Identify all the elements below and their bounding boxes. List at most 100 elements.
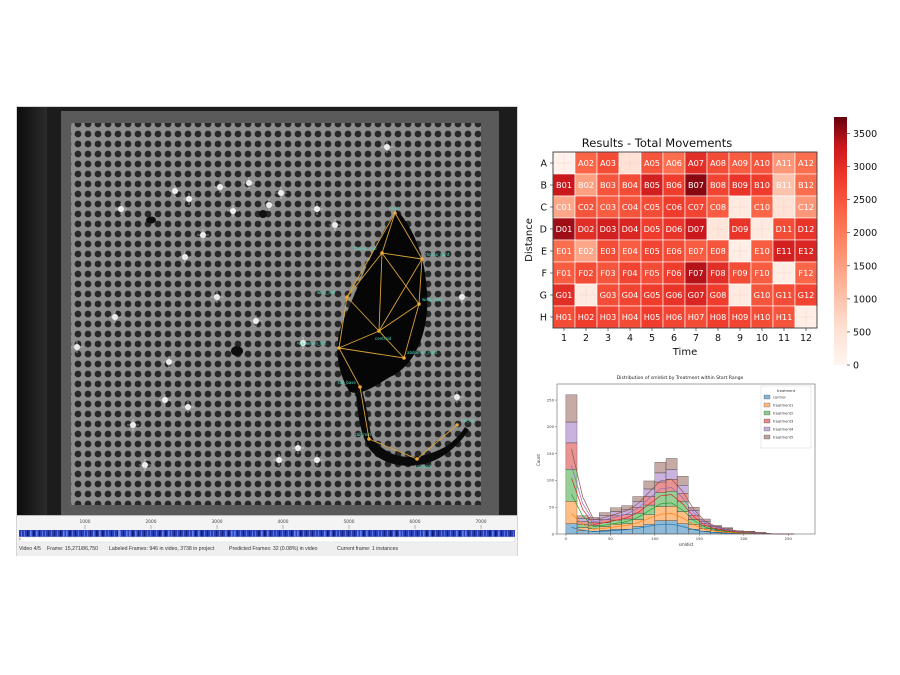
x-tick-label: 250 bbox=[785, 536, 793, 541]
skeleton-node[interactable] bbox=[358, 385, 362, 389]
legend-title: treatment bbox=[777, 389, 796, 393]
timeline-mark bbox=[450, 530, 451, 537]
heatmap-cell-label: C06 bbox=[666, 202, 682, 212]
timeline-mark bbox=[327, 530, 329, 537]
row-tick-label: B bbox=[540, 181, 547, 192]
glare-line bbox=[182, 401, 194, 413]
legend-swatch bbox=[763, 426, 771, 432]
timeline-mark bbox=[420, 530, 421, 537]
col-tick-label: 4 bbox=[627, 333, 633, 344]
heatmap-cell-label: A02 bbox=[578, 158, 594, 168]
timeline-mark bbox=[309, 530, 310, 537]
histogram-bar bbox=[654, 492, 667, 507]
histogram-bar bbox=[599, 512, 611, 516]
timeline-mark bbox=[198, 530, 200, 537]
timeline-scroll[interactable] bbox=[18, 536, 516, 543]
colorbar-tick-label: 500 bbox=[853, 327, 871, 338]
heatmap-cell-label: E02 bbox=[578, 246, 594, 256]
colorbar bbox=[834, 117, 847, 365]
skeleton-node[interactable] bbox=[455, 423, 459, 427]
heatmap-cell-label: C03 bbox=[600, 202, 616, 212]
skeleton-node[interactable] bbox=[380, 251, 384, 255]
glare-line bbox=[451, 391, 463, 403]
timeline-mark bbox=[150, 530, 151, 537]
timeline-mark bbox=[447, 530, 448, 537]
timeline-mark bbox=[411, 530, 412, 537]
timeline-mark bbox=[123, 530, 124, 537]
timeline-mark bbox=[354, 530, 355, 537]
timeline-mark bbox=[42, 530, 43, 537]
timeline-mark bbox=[285, 530, 286, 537]
timeline-mark bbox=[387, 530, 388, 537]
timeline-mark bbox=[414, 530, 415, 537]
colorbar-tick-label: 1500 bbox=[853, 261, 877, 272]
glare-line bbox=[109, 311, 121, 323]
legend-swatch bbox=[763, 394, 771, 400]
heatmap-cell-label: F12 bbox=[798, 268, 813, 278]
kde-line bbox=[571, 448, 794, 535]
timeline-mark bbox=[126, 530, 128, 537]
skeleton-edge bbox=[346, 296, 380, 332]
timeline-mark bbox=[276, 530, 277, 537]
histogram-bar bbox=[565, 523, 578, 535]
heatmap-cell-label: H06 bbox=[666, 312, 683, 322]
skeleton-edge bbox=[346, 252, 383, 298]
timeline-mark bbox=[501, 530, 502, 537]
glare-line bbox=[197, 229, 209, 241]
timeline-mark bbox=[213, 530, 214, 537]
timeline-mark bbox=[426, 530, 428, 537]
glare-line bbox=[127, 419, 139, 431]
skeleton-edge bbox=[416, 424, 458, 460]
node-label: thorax_right bbox=[425, 252, 450, 257]
legend-swatch bbox=[763, 434, 771, 440]
timeline-mark bbox=[264, 530, 266, 537]
timeline-mark bbox=[348, 530, 349, 537]
skeleton-node[interactable] bbox=[377, 329, 381, 333]
skeleton-node[interactable] bbox=[417, 302, 421, 306]
timeline-mark bbox=[54, 530, 55, 537]
video-frame[interactable]: head thorax_mid thorax_right wing_left wing_… bbox=[17, 107, 517, 515]
heatmap-cell-label: H11 bbox=[776, 312, 793, 322]
glare-line bbox=[297, 337, 309, 349]
timeline-mark bbox=[435, 530, 436, 537]
timeline-mark bbox=[438, 530, 439, 537]
heatmap-cell-label: C05 bbox=[644, 202, 660, 212]
glare-line bbox=[115, 203, 127, 215]
timeline-mark bbox=[315, 530, 316, 537]
skeleton-node[interactable] bbox=[337, 346, 341, 350]
timeline-mark bbox=[423, 530, 425, 537]
heatmap-cell-label: F03 bbox=[600, 268, 615, 278]
heatmap-title: Results - Total Movements bbox=[582, 136, 732, 150]
pose-skeleton: head thorax_mid thorax_right wing_left wing_… bbox=[299, 206, 475, 469]
timeline-mark bbox=[219, 530, 220, 537]
skeleton-node[interactable] bbox=[393, 211, 397, 215]
heatmap-cell-label: E01 bbox=[556, 246, 572, 256]
x-tick-label: 100 bbox=[651, 536, 659, 541]
node-label: tail_end bbox=[415, 464, 431, 469]
timeline-bar[interactable]: 1000 2000 3000 4000 5000 6000 7000 bbox=[17, 515, 517, 543]
well-highlights bbox=[71, 141, 468, 471]
heatmap-cell-label: B11 bbox=[776, 180, 792, 190]
timeline-mark bbox=[225, 530, 227, 537]
skeleton-node[interactable] bbox=[415, 457, 419, 461]
skeleton-node[interactable] bbox=[367, 437, 371, 441]
skeleton-node[interactable] bbox=[345, 295, 349, 299]
timeline-mark bbox=[333, 530, 335, 537]
histogram-legend: treatment control treatment1 treatment2 tre… bbox=[760, 385, 812, 449]
timeline-mark bbox=[405, 530, 406, 537]
timeline-tick-label: 2000 bbox=[146, 519, 157, 525]
timeline-mark bbox=[153, 530, 154, 537]
heatmap-cell-label: D11 bbox=[776, 224, 793, 234]
timeline-mark bbox=[30, 530, 32, 537]
node-label: tail_base bbox=[338, 380, 356, 385]
heatmap-cell-label: C04 bbox=[622, 202, 638, 212]
timeline-mark bbox=[144, 530, 145, 537]
col-tick-label: 5 bbox=[649, 333, 655, 344]
timeline-mark bbox=[171, 530, 172, 537]
glare-line bbox=[179, 251, 191, 263]
skeleton-node[interactable] bbox=[420, 257, 424, 261]
timeline-mark bbox=[201, 530, 203, 537]
heatmap-cell-label: D09 bbox=[732, 224, 749, 234]
skeleton-node[interactable] bbox=[402, 356, 406, 360]
timeline-tick-label: 6000 bbox=[410, 519, 421, 525]
